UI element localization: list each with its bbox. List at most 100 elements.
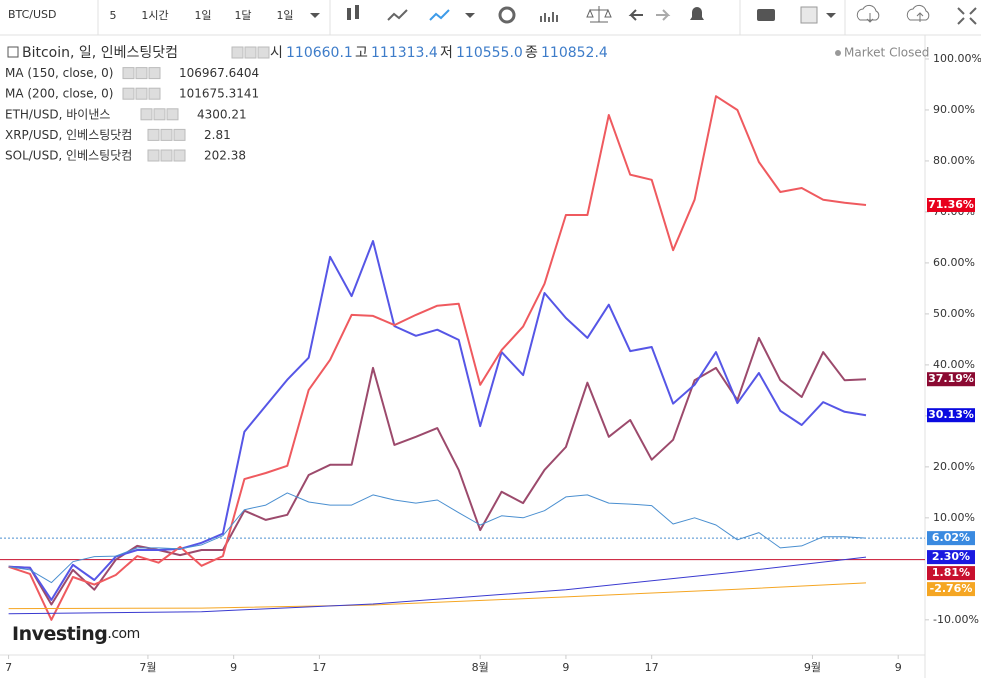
y-tick-label: 60.00% (933, 256, 975, 269)
ohlc-value: 111313.4 (371, 45, 438, 61)
upload-icon[interactable] (906, 4, 930, 22)
ohlc-label: 종 (525, 45, 538, 61)
legend-icon (160, 149, 173, 162)
candle-icon[interactable] (347, 5, 359, 20)
interval-button[interactable]: 1달 (234, 9, 251, 22)
legend-icon (257, 46, 270, 59)
x-tick-label: 7월 (139, 661, 156, 674)
y-tick-label: -10.00% (933, 613, 979, 626)
status-dot (835, 50, 841, 56)
y-tick-label: 100.00% (933, 52, 981, 65)
x-tick-label: 17 (645, 661, 659, 674)
interval-button[interactable]: 1일 (276, 8, 293, 22)
ohlc-label: 시 (270, 45, 283, 61)
ohlc-value: 110852.4 (541, 45, 608, 61)
y-tick-label: 20.00% (933, 460, 975, 473)
last-value-box (927, 582, 975, 597)
series-line (8, 336, 867, 606)
x-tick-label: 8월 (472, 661, 489, 674)
legend-icon (173, 149, 186, 162)
ohlc-value: 110555.0 (456, 45, 523, 61)
last-value-box (927, 408, 975, 423)
symbol[interactable]: BTC/USD (8, 8, 57, 21)
legend-name: SOL/USD, 인베스팅닷컴 (5, 149, 132, 163)
collapse-icon[interactable] (7, 46, 19, 58)
alert-icon[interactable] (690, 7, 704, 20)
legend-value: 4300.21 (197, 107, 247, 121)
last-value-box (927, 566, 975, 581)
legend-name: MA (200, close, 0) (5, 87, 113, 101)
x-tick-label: 9 (562, 661, 569, 674)
ohlc-label: 저 (440, 45, 453, 61)
dropdown-icon[interactable] (465, 13, 475, 18)
y-tick-label: 50.00% (933, 307, 975, 320)
legend-name: MA (150, close, 0) (5, 66, 113, 80)
logo-suffix: .com (107, 626, 139, 642)
dropdown-icon[interactable] (826, 13, 836, 18)
logo-brand: Investing (12, 623, 107, 645)
fullscreen-icon[interactable] (957, 7, 977, 25)
interval-button[interactable]: 1시간 (141, 9, 168, 22)
legend-icon (147, 149, 160, 162)
legend-name: ETH/USD, 바이낸스 (5, 107, 110, 121)
logo: Investing.com (12, 623, 140, 645)
download-icon[interactable] (856, 4, 880, 23)
series-line (8, 492, 867, 584)
dropdown-icon[interactable] (310, 13, 320, 18)
legend-icon (160, 128, 173, 141)
interval-button[interactable]: 5 (110, 9, 117, 22)
legend-icon (231, 46, 244, 59)
series-line (8, 582, 867, 610)
legend-icon (135, 87, 148, 100)
legend-value: 106967.6404 (179, 66, 259, 80)
last-value-label: 2.30% (932, 550, 970, 563)
last-value-label: -2.76% (930, 582, 973, 595)
last-value-box (927, 197, 975, 212)
last-value-label: 37.19% (928, 372, 974, 385)
legend-value: 101675.3141 (179, 87, 259, 101)
legend-value: 2.81 (204, 128, 231, 142)
indicators-icon[interactable] (540, 12, 558, 22)
legend-icon (140, 108, 153, 121)
legend-icon (148, 87, 161, 100)
area-icon[interactable] (387, 9, 408, 21)
x-tick-label: 9 (895, 661, 902, 674)
last-value-box (927, 550, 975, 565)
line-icon[interactable] (429, 9, 450, 21)
compare-icon[interactable] (586, 6, 612, 23)
x-tick-label: 17 (312, 661, 326, 674)
ohlc-label: 고 (355, 45, 368, 61)
ohlc-value: 110660.1 (286, 45, 353, 61)
x-tick-label: 7 (5, 661, 12, 674)
series-line (8, 95, 867, 621)
camera-icon[interactable] (757, 9, 775, 21)
color-icon[interactable] (800, 6, 818, 24)
redo-icon[interactable] (656, 9, 671, 21)
legend-icon (122, 87, 135, 100)
x-tick-label: 9월 (804, 661, 821, 674)
main-series-name: Bitcoin, 일, 인베스팅닷컴 (22, 45, 178, 61)
legend-name: XRP/USD, 인베스팅닷컴 (5, 128, 132, 142)
y-tick-label: 10.00% (933, 511, 975, 524)
series-line (8, 240, 867, 601)
last-value-label: 71.36% (928, 198, 974, 211)
y-tick-label: 90.00% (933, 103, 975, 116)
x-tick-label: 9 (230, 661, 237, 674)
last-value-label: 30.13% (928, 408, 974, 421)
settings-icon[interactable] (498, 6, 516, 24)
legend-icon (148, 67, 161, 80)
undo-icon[interactable] (628, 9, 643, 21)
plot (0, 95, 925, 621)
legend-icon (135, 67, 148, 80)
interval-button[interactable]: 1일 (194, 8, 211, 22)
legend-icon (122, 67, 135, 80)
series-line (8, 556, 867, 615)
last-value-box (927, 531, 975, 546)
last-value-label: 6.02% (932, 531, 970, 544)
legend-icon (147, 128, 160, 141)
last-value-label: 1.81% (932, 566, 970, 579)
legend-icon (173, 128, 186, 141)
legend-icon (244, 46, 257, 59)
market-status: Market Closed (844, 46, 929, 60)
